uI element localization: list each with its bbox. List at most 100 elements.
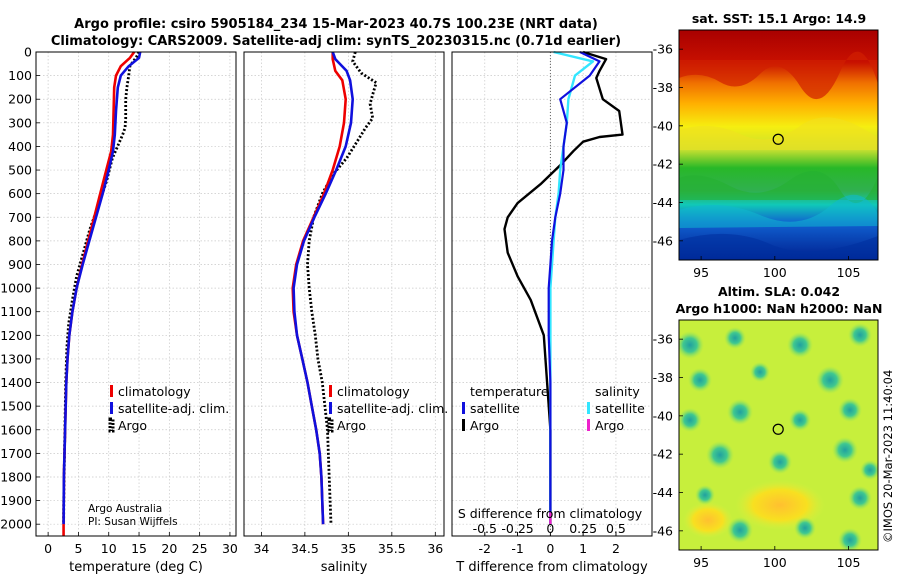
sla-eddy: [838, 528, 862, 550]
sla-argo-marker: [772, 423, 784, 435]
sla-eddy: [768, 450, 792, 474]
gridlines: [452, 51, 652, 536]
plot-area: [244, 52, 444, 536]
x-tick-label: 35: [340, 541, 356, 556]
sla-eddy: [860, 460, 878, 480]
sla-eddy: [789, 409, 811, 431]
sst-argo-marker: [772, 133, 784, 145]
legend-label-argo: Argo: [118, 418, 147, 433]
legend-swatch-s-argo: [587, 419, 590, 431]
sst-front-yellow: [679, 117, 878, 150]
sla-eddy: [816, 366, 844, 394]
series-line-satellite-adj-clim: [292, 51, 355, 525]
sla-map: 95 100 105 -36 -38 -40 -42 -44 -46: [653, 319, 879, 570]
map-y-tick-label: -40: [653, 118, 673, 133]
sla-eddy: [787, 332, 813, 358]
map-x-tick-label: 95: [693, 555, 709, 570]
y-tick-label: 1400: [0, 375, 32, 390]
y-tick-label: 0: [24, 45, 32, 60]
x-tick-label: 5: [74, 541, 82, 556]
sla-map-frame: [678, 319, 879, 551]
difference-profile-panel: -2 -1 0 1 2 T difference from climatology S di…: [451, 50, 653, 575]
legend-swatch-argo: [108, 417, 115, 433]
figure-title-line2: Climatology: CARS2009. Satellite-adj cli…: [51, 34, 621, 49]
y-tick-label: 100: [8, 68, 32, 83]
sla-eddy-field: [679, 323, 878, 550]
map-y-tick-label: -46: [653, 523, 673, 538]
map-y-tick-label: -38: [653, 80, 673, 95]
sst-front-warm: [679, 51, 878, 100]
plot-frame: [451, 51, 653, 537]
y-tick-label: 900: [8, 257, 32, 272]
legend-swatch-satellite: [329, 402, 332, 414]
credit-line2: PI: Susan Wijffels: [88, 516, 178, 528]
sst-map-title: sat. SST: 15.1 Argo: 14.9: [692, 11, 866, 26]
x-tick-label: 2: [612, 541, 620, 556]
sla-eddy: [679, 408, 702, 432]
plot-frame: [35, 51, 237, 537]
legend-heading-salinity: salinity: [595, 384, 640, 399]
legend-heading-temperature: temperature: [470, 384, 549, 399]
map-x-tick-label: 100: [763, 265, 787, 280]
x-tick-label: -1: [511, 541, 523, 556]
y-tick-label: 600: [8, 186, 32, 201]
temperature-profile-panel: 0 5 10 15 20 25 300100200300400500600700800900…: [0, 45, 238, 576]
y-tick-label: 1700: [0, 446, 32, 461]
y-tick-label: 1200: [0, 328, 32, 343]
s-axis-label: S difference from climatology: [458, 506, 643, 521]
map-y-tick-label: -44: [653, 485, 673, 500]
s-tick-label: -0.25: [501, 521, 533, 536]
s-tick-label: 0.25: [569, 521, 597, 536]
plot-frame: [243, 51, 445, 537]
s-tick-label: 0: [546, 521, 554, 536]
plot-area: [36, 52, 236, 536]
y-tick-label: 300: [8, 115, 32, 130]
legend-swatch-s-satellite: [587, 402, 590, 414]
sla-eddy: [695, 485, 715, 505]
sla-eddy: [794, 517, 816, 539]
legend-swatch-climatology: [110, 385, 113, 397]
map-y-tick-label: -42: [653, 157, 673, 172]
y-tick-label: 1800: [0, 469, 32, 484]
x-tick-label: 30: [222, 541, 238, 556]
sla-eddy: [727, 399, 753, 425]
sla-eddy: [706, 441, 734, 469]
credit-line1: Argo Australia: [88, 503, 162, 515]
x-tick-label: 0: [44, 541, 52, 556]
legend-label-climatology: climatology: [118, 384, 191, 399]
figure-title-line1: Argo profile: csiro 5905184_234 15-Mar-2…: [74, 17, 598, 32]
map-y-tick-label: -46: [653, 233, 673, 248]
y-tick-label: 400: [8, 139, 32, 154]
sla-eddy: [848, 323, 872, 347]
sst-map-axes: 95 100 105 -36 -38 -40 -42 -44 -46: [653, 42, 861, 280]
map-y-tick-label: -42: [653, 447, 673, 462]
plot-area: [452, 52, 652, 536]
salinity-profile-panel: 34 34.5 35 35.5 36 salinity: [243, 51, 445, 575]
legend-swatch-climatology: [329, 385, 332, 397]
sla-map-title: Altim. SLA: 0.042: [718, 284, 840, 299]
s-tick-label: 0.5: [606, 521, 626, 536]
series-line-satellite-adj-clim: [62, 51, 142, 525]
x-tick-label: 20: [161, 541, 177, 556]
sla-map-axes: 95 100 105 -36 -38 -40 -42 -44 -46: [653, 332, 861, 570]
map-x-tick-label: 100: [763, 555, 787, 570]
x-tick-label: 1: [579, 541, 587, 556]
series-line-argo: [306, 51, 378, 525]
y-tick-label: 1300: [0, 351, 32, 366]
sla-eddy: [750, 362, 770, 382]
sla-warm-anomaly: [683, 502, 733, 538]
y-tick-label: 2000: [0, 517, 32, 532]
legend-label-argo: Argo: [337, 418, 366, 433]
x-axis-label: temperature (deg C): [69, 560, 203, 575]
x-tick-label: 34.5: [291, 541, 319, 556]
sla-map-subtitle: Argo h1000: NaN h2000: NaN: [676, 301, 883, 316]
legend-swatch-t-satellite: [462, 402, 465, 414]
temperature-legend: climatology satellite-adj. clim. Argo: [108, 384, 229, 433]
legend-label-s-argo: Argo: [595, 418, 624, 433]
legend-swatch-t-argo: [462, 419, 465, 431]
y-tick-label: 1500: [0, 399, 32, 414]
y-tick-label: 700: [8, 210, 32, 225]
map-y-tick-label: -44: [653, 195, 673, 210]
series-line-t-satellite: [547, 51, 601, 525]
